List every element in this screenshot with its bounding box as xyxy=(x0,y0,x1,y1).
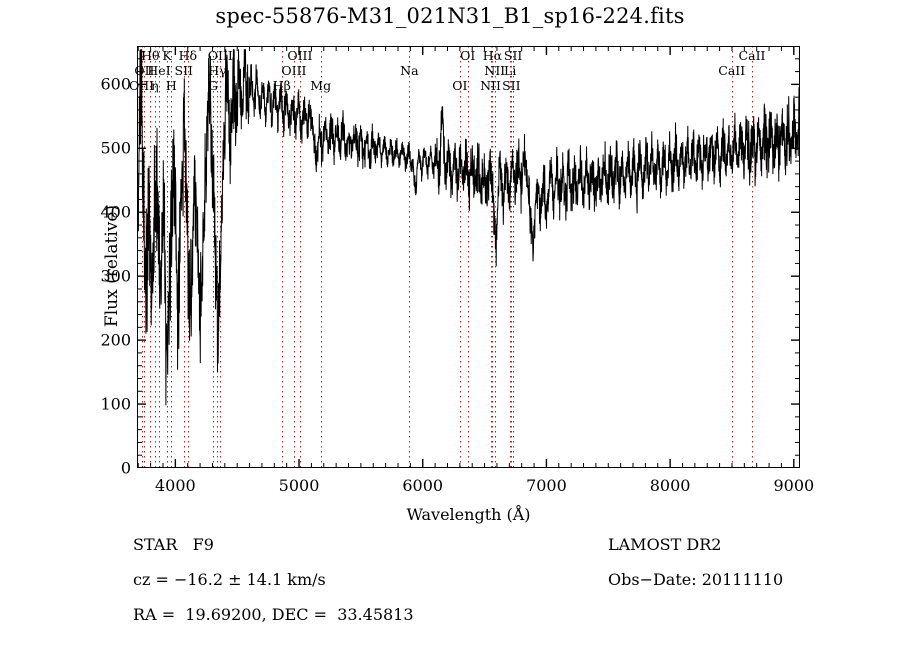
y-tick-label: 0 xyxy=(120,458,131,478)
spectral-line-label: H xyxy=(165,78,177,93)
spectral-line-label: OII xyxy=(134,63,155,78)
x-axis-tick-labels: 4000 5000 6000 7000 8000 9000 xyxy=(137,476,814,498)
spectral-line-label: CaII xyxy=(738,48,766,63)
metadata-row-2: cz = −16.2 ± 14.1 km/s Obs−Date: 2011111… xyxy=(133,570,893,600)
spectral-line-label: OIII xyxy=(281,63,307,78)
x-tick-label: 8000 xyxy=(649,476,691,495)
spectral-line-label: HeI xyxy=(147,63,171,78)
spectral-line-label: Li xyxy=(504,63,517,78)
spectrum-plot-svg xyxy=(137,45,800,469)
metadata-block: STAR F9 LAMOST DR2 cz = −16.2 ± 14.1 km/… xyxy=(0,535,900,645)
obs-date-text: Obs−Date: 20111110 xyxy=(608,570,784,589)
spectral-line-label: Hβ xyxy=(272,78,291,93)
y-tick-label: 600 xyxy=(100,74,131,94)
spectral-line-label: Hθ xyxy=(141,48,160,63)
redshift-velocity-text: cz = −16.2 ± 14.1 km/s xyxy=(133,570,326,589)
spectral-line-label: Hγ xyxy=(208,63,227,78)
spectral-line-label: η xyxy=(151,78,159,93)
x-tick-label: 7000 xyxy=(526,476,567,495)
page-title: spec-55876-M31_021N31_B1_sp16-224.fits xyxy=(215,4,685,28)
y-tick-label: 200 xyxy=(100,330,131,350)
spectral-line-label: Hα xyxy=(482,48,503,63)
spectral-line-label: K xyxy=(162,48,172,63)
y-tick-label: 500 xyxy=(100,138,131,158)
survey-text: LAMOST DR2 xyxy=(608,535,722,554)
metadata-row-1: STAR F9 LAMOST DR2 xyxy=(133,535,893,565)
spectral-line-label: SII xyxy=(174,63,193,78)
y-axis-title: Flux (relative) xyxy=(102,204,122,328)
y-axis-tick-labels: 0 100 200 300 400 500 600 xyxy=(77,46,131,478)
plot-frame xyxy=(137,46,800,468)
spectral-line-label: Hδ xyxy=(178,48,198,63)
x-tick-label: 5000 xyxy=(278,476,320,495)
x-tick-label: 6000 xyxy=(402,476,444,495)
spectral-line-label: NII xyxy=(484,63,506,78)
spectral-line-label: OIII xyxy=(207,48,233,63)
spectral-line-label: OI xyxy=(452,78,468,93)
spectral-line-label: OI xyxy=(460,48,476,63)
spectral-line-label: CaII xyxy=(718,63,746,78)
coordinates-text: RA = 19.69200, DEC = 33.45813 xyxy=(133,605,414,624)
y-tick-label: 300 xyxy=(100,266,131,286)
flux-trace xyxy=(137,49,800,406)
x-tick-label: 9000 xyxy=(773,476,815,495)
spectral-line-label: OIII xyxy=(129,78,155,93)
spectral-line-label: NII xyxy=(480,78,501,93)
x-tick-label: 4000 xyxy=(154,476,196,495)
y-tick-label: 100 xyxy=(100,394,131,414)
metadata-row-3: RA = 19.69200, DEC = 33.45813 xyxy=(133,605,893,635)
x-axis-title: Wavelength (Å) xyxy=(406,505,531,524)
spectral-line-labels: OIII OII Hθ η HeI K H SII Hδ G Hγ OIII Hβ OIII OIII Mg N… xyxy=(129,46,800,106)
spectral-line-label: OIII xyxy=(287,48,313,63)
object-class-text: STAR F9 xyxy=(133,535,214,554)
y-tick-label: 400 xyxy=(100,202,131,222)
spectral-line-label: G xyxy=(207,78,218,93)
plot-area xyxy=(137,45,800,469)
spectral-line-label: Mg xyxy=(310,78,332,93)
spectral-line-label: SII xyxy=(503,48,523,63)
spectrum-canvas xyxy=(137,45,800,469)
spectral-line-label: Na xyxy=(400,63,419,78)
spectral-line-label: SII xyxy=(502,78,521,93)
